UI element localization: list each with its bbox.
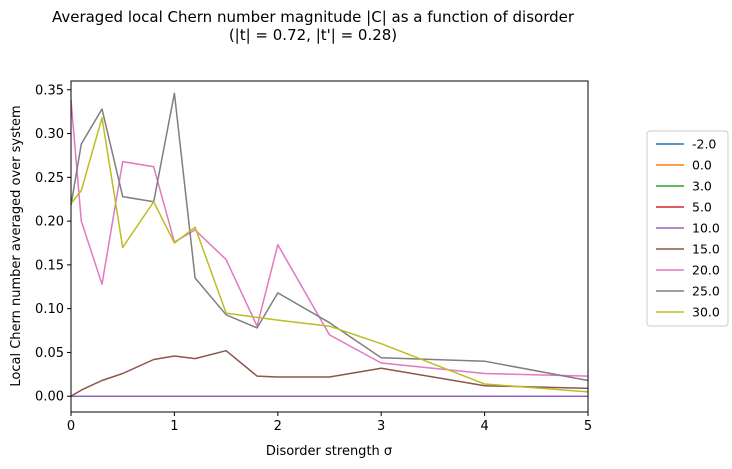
legend-label-10.0: 10.0 bbox=[692, 221, 720, 236]
x-tick-label: 2 bbox=[274, 419, 282, 434]
legend-label-20.0: 20.0 bbox=[692, 263, 720, 278]
axes-frame bbox=[70, 80, 589, 413]
y-tick-label: 0.35 bbox=[35, 83, 64, 98]
x-axis-label: Disorder strength σ bbox=[266, 444, 392, 459]
series-line-20.0 bbox=[70, 100, 589, 377]
x-tick-label: 4 bbox=[480, 419, 488, 434]
y-tick-label: 0.15 bbox=[35, 258, 64, 273]
series-layer bbox=[70, 92, 589, 397]
y-tick-label: 0.25 bbox=[35, 171, 64, 186]
series-line-15.0 bbox=[70, 349, 589, 397]
legend-label-3.0: 3.0 bbox=[692, 179, 712, 194]
plot-area bbox=[70, 80, 589, 413]
x-tick-label: 1 bbox=[170, 419, 178, 434]
chart-title-line2: (|t| = 0.72, |t'| = 0.28) bbox=[229, 26, 397, 44]
x-tick-label: 0 bbox=[67, 419, 75, 434]
y-axis-ticks: 0.00 0.05 0.10 0.15 0.20 0.25 0.30 0.35 bbox=[35, 83, 71, 405]
legend-items: -2.0 0.0 3.0 5.0 10.0 15.0 20.0 25.0 30.0 bbox=[656, 137, 720, 320]
x-tick-label: 5 bbox=[584, 419, 592, 434]
legend-label-30.0: 30.0 bbox=[692, 305, 720, 320]
y-tick-label: 0.00 bbox=[35, 390, 64, 405]
legend-label-25.0: 25.0 bbox=[692, 284, 720, 299]
series-line-30.0 bbox=[70, 117, 589, 393]
legend-label-0.0: 0.0 bbox=[692, 158, 712, 173]
legend-label-15.0: 15.0 bbox=[692, 242, 720, 257]
y-tick-label: 0.05 bbox=[35, 346, 64, 361]
legend-label--2.0: -2.0 bbox=[692, 137, 716, 152]
chart-title-line1: Averaged local Chern number magnitude |C… bbox=[52, 8, 575, 26]
legend-label-5.0: 5.0 bbox=[692, 200, 712, 215]
x-axis-ticks: 0 1 2 3 4 5 bbox=[67, 412, 592, 434]
y-axis-label: Local Chern number averaged over system bbox=[9, 105, 24, 386]
series-line-25.0 bbox=[70, 92, 589, 382]
y-tick-label: 0.20 bbox=[35, 215, 64, 230]
y-tick-label: 0.10 bbox=[35, 302, 64, 317]
x-tick-label: 3 bbox=[377, 419, 385, 434]
legend-frame bbox=[646, 130, 729, 327]
legend: -2.0 0.0 3.0 5.0 10.0 15.0 20.0 25.0 30.0 bbox=[646, 130, 729, 327]
y-tick-label: 0.30 bbox=[35, 127, 64, 142]
